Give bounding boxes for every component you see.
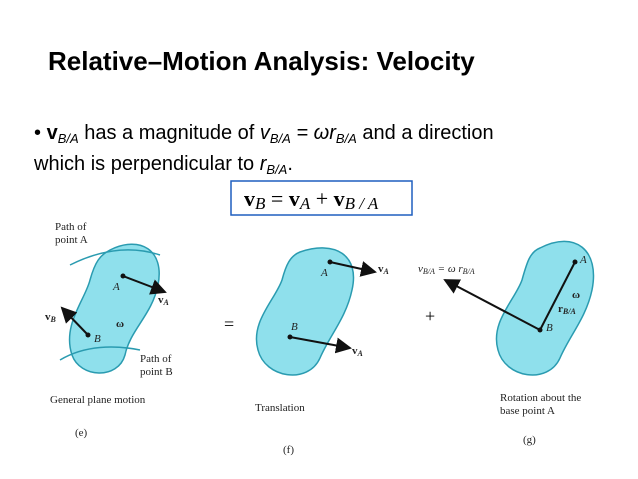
label: Path of xyxy=(55,221,87,233)
body xyxy=(68,243,160,374)
label: rB/A xyxy=(558,303,576,316)
text: A xyxy=(383,267,390,276)
caption: General plane motion xyxy=(50,394,146,406)
text: B / A xyxy=(345,194,379,213)
operator: = xyxy=(224,314,234,334)
point xyxy=(120,273,126,279)
figure-f: = A B vA vA Translation (f) xyxy=(224,247,390,456)
equation-box xyxy=(230,180,413,216)
body xyxy=(255,247,355,376)
text: v xyxy=(378,263,384,275)
text: and a direction xyxy=(357,122,494,144)
label: point B xyxy=(140,366,173,378)
text: B/A xyxy=(270,131,291,146)
equation: vB = vA + vB / A xyxy=(244,186,379,213)
text: v xyxy=(45,311,51,323)
text: B/A xyxy=(463,267,475,276)
label: B xyxy=(94,333,101,345)
point xyxy=(327,259,333,265)
label: ω xyxy=(116,318,124,330)
text: v xyxy=(418,263,423,275)
figure-label: (f) xyxy=(283,444,294,456)
point xyxy=(537,327,543,333)
text: which is perpendicular to xyxy=(33,153,260,175)
text: v xyxy=(260,122,271,144)
arrow xyxy=(122,275,167,295)
text: B/A xyxy=(58,131,79,146)
text: v xyxy=(47,122,59,144)
title: Relative–Motion Analysis: Velocity xyxy=(48,46,475,76)
path-a xyxy=(69,249,161,266)
text: B/A xyxy=(266,162,287,177)
caption: Translation xyxy=(255,402,305,414)
arrow xyxy=(60,306,89,336)
text: v xyxy=(244,186,255,211)
label: B xyxy=(291,321,298,333)
point xyxy=(572,259,578,265)
text: B/A xyxy=(562,307,577,316)
text: v xyxy=(158,294,164,306)
text: B xyxy=(255,194,266,213)
text: = ωr xyxy=(291,122,337,144)
text: = ω r xyxy=(435,263,463,275)
figure-e: Path of point A A B ω vA vB Path of poin… xyxy=(45,221,173,439)
label: vA xyxy=(378,263,390,276)
text: = xyxy=(265,186,288,211)
text: v xyxy=(352,345,358,357)
label: A xyxy=(320,267,328,279)
label: ω xyxy=(572,289,580,301)
label: vA xyxy=(352,345,364,358)
text: v xyxy=(289,186,300,211)
text: r xyxy=(558,303,563,315)
text: + xyxy=(310,186,333,211)
bullet-dot: • xyxy=(34,122,47,144)
label: Path of xyxy=(140,353,172,365)
text: B/A xyxy=(423,267,435,276)
text: . xyxy=(287,153,293,175)
figure-g: + vB/A = ω rB/A A ω rB/A B Rotation abou… xyxy=(418,240,595,446)
point xyxy=(287,334,293,340)
body xyxy=(495,240,595,376)
arrow xyxy=(443,279,541,331)
text: A xyxy=(163,298,170,307)
text: has a magnitude of xyxy=(79,122,260,144)
text: A xyxy=(299,194,311,213)
operator: + xyxy=(425,306,435,326)
arrow xyxy=(289,336,352,354)
label: vB/A = ω rB/A xyxy=(418,263,475,276)
figure-label: (g) xyxy=(523,434,536,446)
figure-label: (e) xyxy=(75,427,88,439)
text: B/A xyxy=(336,131,357,146)
label: vA xyxy=(158,294,170,307)
text: v xyxy=(334,186,345,211)
label: A xyxy=(112,281,120,293)
label: A xyxy=(579,254,587,266)
line xyxy=(539,261,576,331)
bullet-line: which is perpendicular to rB/A. xyxy=(33,153,293,177)
label: vB xyxy=(45,311,57,324)
text: r xyxy=(260,153,268,175)
path-b xyxy=(59,346,141,361)
point xyxy=(85,332,91,338)
text: B xyxy=(50,315,57,324)
bullet-line: • vB/A has a magnitude of vB/A = ωrB/A a… xyxy=(34,122,494,146)
text: A xyxy=(357,349,364,358)
caption: Rotation about the xyxy=(500,392,581,404)
arrow xyxy=(329,261,377,277)
label: B xyxy=(546,322,553,334)
label: point A xyxy=(55,234,88,246)
caption: base point A xyxy=(500,405,555,417)
